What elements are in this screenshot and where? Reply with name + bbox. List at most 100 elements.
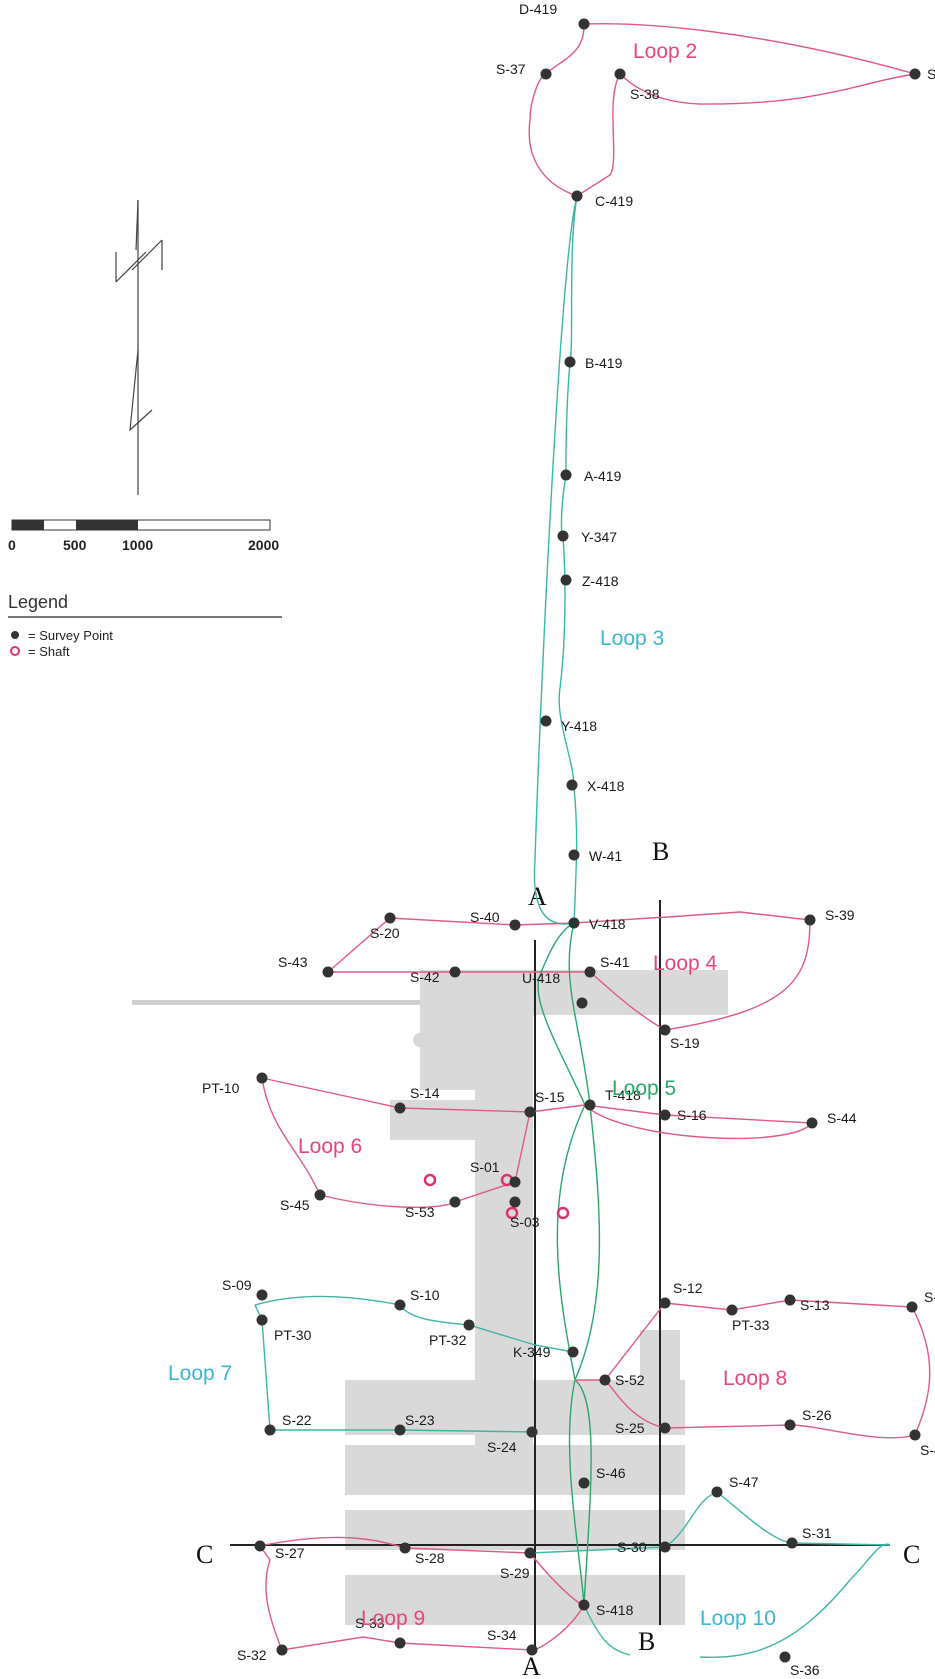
survey-point-label: S-31 xyxy=(802,1525,832,1541)
survey-point-s-45 xyxy=(314,1189,326,1201)
survey-point-label: PT-10 xyxy=(202,1080,240,1096)
section-label-a-bottom: A xyxy=(522,1652,541,1679)
survey-point-s-03 xyxy=(509,1196,521,1208)
survey-point-s-19 xyxy=(659,1024,671,1036)
survey-point-label: Z-418 xyxy=(582,573,619,589)
survey-point-label: S-26 xyxy=(802,1407,832,1423)
survey-point-w-41 xyxy=(568,849,580,861)
survey-point-label: T-418 xyxy=(605,1087,641,1103)
survey-point-label: S-22 xyxy=(282,1412,312,1428)
survey-point-label: S-48 xyxy=(924,1289,935,1305)
survey-point-s-29 xyxy=(524,1547,536,1559)
survey-point-s-15 xyxy=(524,1106,536,1118)
scale-tick-0: 0 xyxy=(8,537,16,553)
survey-point-z-418 xyxy=(560,574,572,586)
survey-point-label: S-53 xyxy=(405,1204,435,1220)
survey-point-s-20 xyxy=(384,912,396,924)
survey-point-label: S-46 xyxy=(596,1465,626,1481)
survey-point-s-09 xyxy=(256,1289,268,1301)
survey-point-label: S-36 xyxy=(790,1662,820,1678)
survey-point-label: S-10 xyxy=(410,1287,440,1303)
survey-point-s-43 xyxy=(322,966,334,978)
survey-point-s-39 xyxy=(804,914,816,926)
survey-point-s-51 xyxy=(909,68,921,80)
survey-point-s-14 xyxy=(394,1102,406,1114)
survey-point-label: Y-347 xyxy=(581,529,617,545)
shaft-icon xyxy=(10,646,20,656)
survey-point-label: PT-30 xyxy=(274,1327,312,1343)
survey-point-label: S-12 xyxy=(673,1280,703,1296)
survey-point-s-25 xyxy=(659,1422,671,1434)
survey-point-s-01 xyxy=(509,1176,521,1188)
scale-tick-1000: 1000 xyxy=(122,537,153,553)
survey-point-label: S-01 xyxy=(470,1159,500,1175)
survey-point-v-418 xyxy=(568,917,580,929)
section-label-c-left: C xyxy=(196,1540,213,1569)
survey-point-label: S-16 xyxy=(677,1107,707,1123)
survey-point-pt-30 xyxy=(256,1314,268,1326)
loop-2-traverse xyxy=(528,23,916,197)
survey-point-t-418 xyxy=(584,1099,596,1111)
survey-point-label: S-25 xyxy=(615,1420,645,1436)
scale-tick-500: 500 xyxy=(63,537,87,553)
survey-point-u-418 xyxy=(576,997,588,1009)
legend: Legend = Survey Point = Shaft xyxy=(8,592,282,659)
survey-point-label: S-44 xyxy=(827,1110,857,1126)
north-arrow-icon xyxy=(115,199,163,495)
loop-label-6: Loop 7 xyxy=(168,1362,232,1385)
survey-point-s-16 xyxy=(659,1109,671,1121)
survey-point-s-31 xyxy=(786,1537,798,1549)
survey-point-a-419 xyxy=(560,469,572,481)
loop-label-9: Loop 10 xyxy=(700,1607,776,1630)
survey-point-label: S-37 xyxy=(496,61,526,77)
survey-point-label: S-09 xyxy=(222,1277,252,1293)
survey-point-label: S-20 xyxy=(370,925,400,941)
survey-point-label: S-15 xyxy=(535,1089,565,1105)
loop-label-5: Loop 6 xyxy=(298,1135,362,1158)
survey-point-label: D-419 xyxy=(519,1,557,17)
survey-point-label: S-23 xyxy=(405,1412,435,1428)
section-lines xyxy=(230,900,890,1650)
survey-point-label: S-49 xyxy=(920,1442,935,1458)
survey-point-label: S-38 xyxy=(630,86,660,102)
survey-point-label: S-41 xyxy=(600,954,630,970)
survey-point-s-12 xyxy=(659,1297,671,1309)
survey-point-label: S-24 xyxy=(487,1439,517,1455)
survey-point-label: S-45 xyxy=(280,1197,310,1213)
survey-point-s-42 xyxy=(449,966,461,978)
survey-point-label: Y-418 xyxy=(561,718,597,734)
survey-point-label: S-32 xyxy=(237,1647,267,1663)
survey-point-s-33 xyxy=(394,1637,406,1649)
survey-point-y-347 xyxy=(557,530,569,542)
legend-survey-point: = Survey Point xyxy=(28,628,113,643)
survey-point-s-34 xyxy=(526,1644,538,1656)
loop-label-8: Loop 9 xyxy=(361,1607,425,1630)
legend-shaft: = Shaft xyxy=(28,644,70,659)
survey-point-label: S-418 xyxy=(596,1602,634,1618)
survey-point-label: S-43 xyxy=(278,954,308,970)
survey-point-s-47 xyxy=(711,1486,723,1498)
loop-label-3: Loop 4 xyxy=(653,952,718,975)
survey-point-label: K-349 xyxy=(513,1344,551,1360)
survey-point-y-418 xyxy=(540,715,552,727)
survey-point-label: S-19 xyxy=(670,1035,700,1051)
section-label-a-top: A xyxy=(528,882,547,911)
section-label-c-right: C xyxy=(903,1540,920,1569)
survey-point-s-23 xyxy=(394,1424,406,1436)
loop-3-traverse xyxy=(533,195,578,925)
survey-point-s-32 xyxy=(276,1644,288,1656)
survey-point-s-24 xyxy=(526,1426,538,1438)
survey-point-label: S-13 xyxy=(800,1297,830,1313)
survey-point-label: S-33 xyxy=(355,1615,385,1631)
survey-point-s-41 xyxy=(584,966,596,978)
loop-label-2: Loop 3 xyxy=(600,627,664,650)
survey-point-s-36 xyxy=(779,1651,791,1663)
survey-point-d-419 xyxy=(578,18,590,30)
survey-point-s-53 xyxy=(449,1196,461,1208)
section-label-b-top: B xyxy=(652,837,669,866)
loop-8-traverse xyxy=(575,1299,931,1439)
survey-point-label: PT-32 xyxy=(429,1332,467,1348)
survey-point-s-37 xyxy=(540,68,552,80)
survey-point-s-28 xyxy=(399,1542,411,1554)
